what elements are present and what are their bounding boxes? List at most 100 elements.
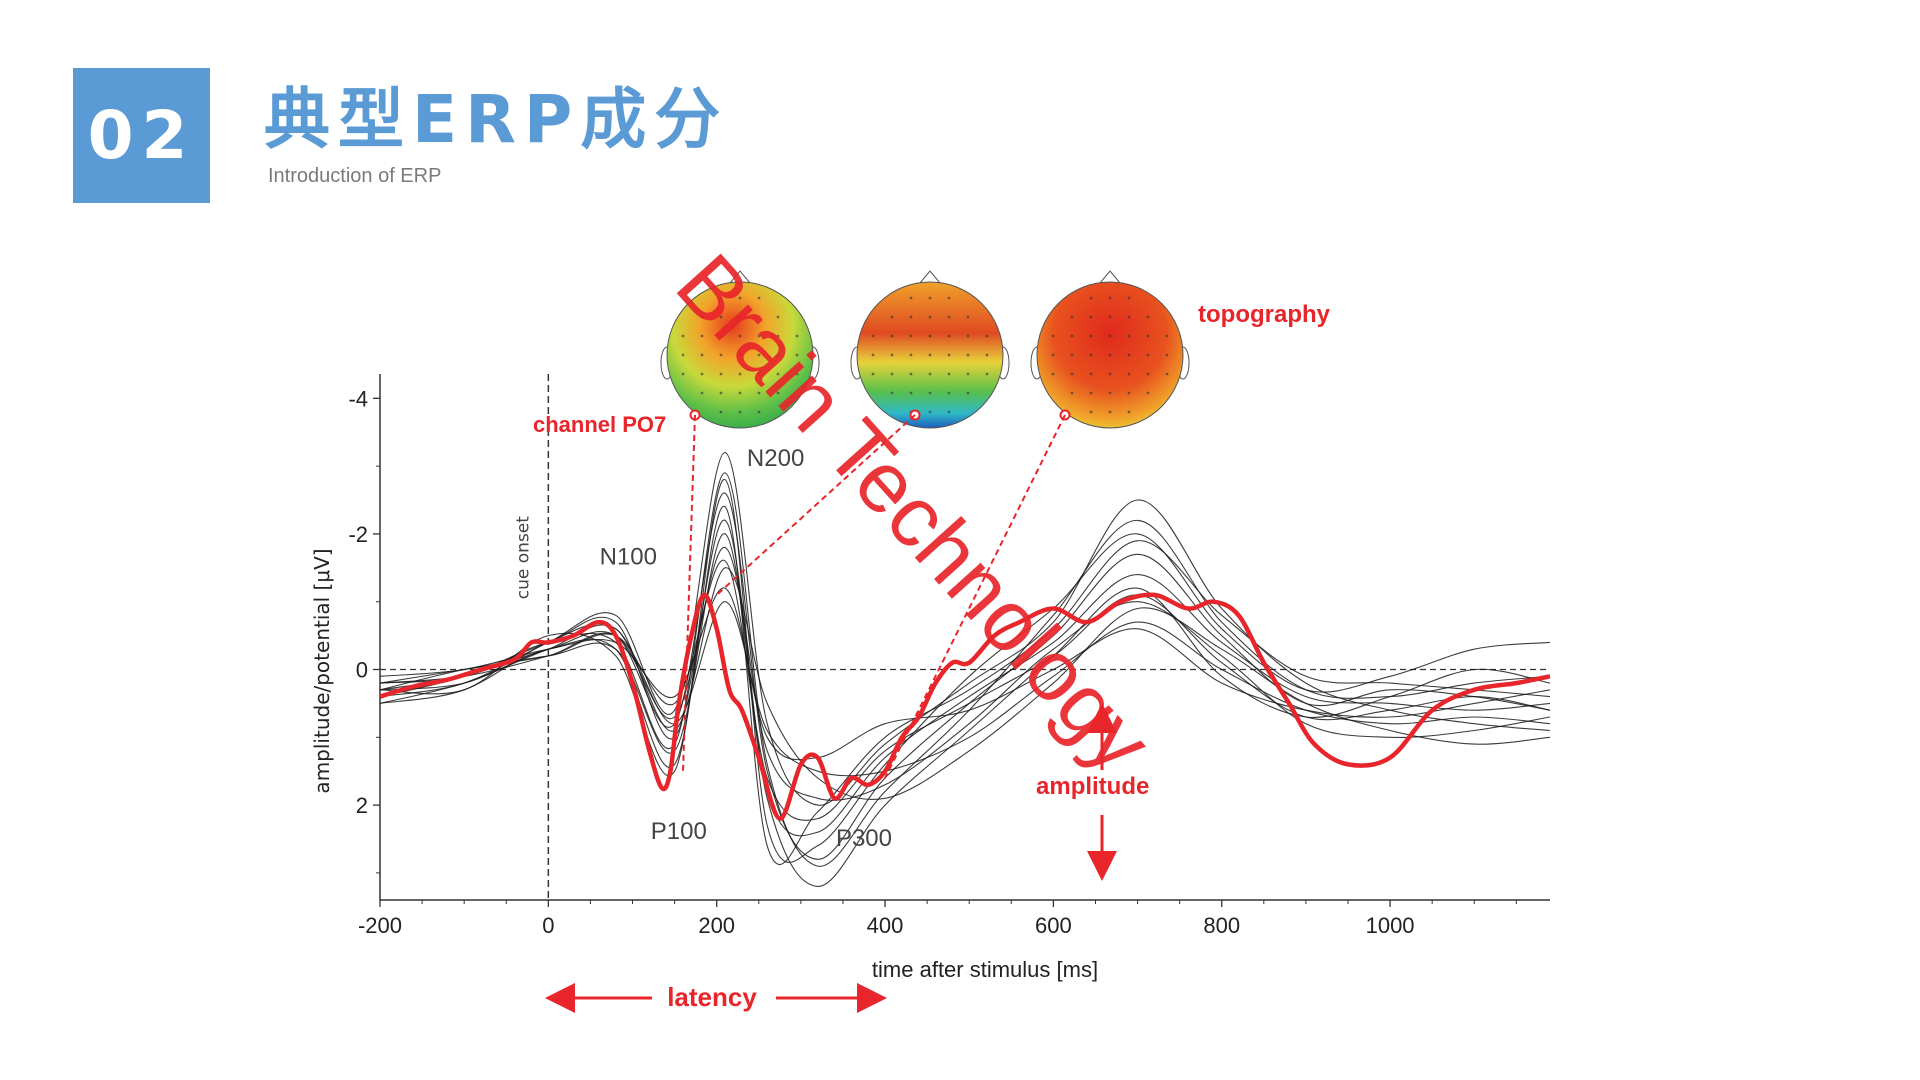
slide-title: 典型ERP成分 <box>264 81 729 158</box>
electrode-dot <box>738 391 742 395</box>
electrode-dot <box>795 334 799 338</box>
component-label: P300 <box>836 825 892 852</box>
electrode-dot <box>681 353 685 357</box>
x-tick-label: 0 <box>542 913 554 938</box>
electrode-dot <box>928 296 932 300</box>
electrode-dot <box>985 334 989 338</box>
topography-map <box>716 270 1010 596</box>
electrode-dot <box>1165 334 1169 338</box>
x-tick-label: 400 <box>867 913 904 938</box>
electrode-dot <box>928 372 932 376</box>
electrode-dot <box>681 334 685 338</box>
electrode-dot <box>947 315 951 319</box>
electrode-dot <box>890 334 894 338</box>
topography-label: topography <box>1198 301 1331 328</box>
electrode-dot <box>776 315 780 319</box>
amplitude-label: amplitude <box>1036 773 1149 800</box>
electrode-dot <box>1127 391 1131 395</box>
chart-annotations: N100 N200 P100 P300 channel PO7 topography amp… <box>533 301 1331 1013</box>
electrode-dot <box>966 315 970 319</box>
electrode-dot <box>871 334 875 338</box>
electrode-dot <box>947 296 951 300</box>
electrode-dot <box>966 334 970 338</box>
electrode-dot <box>909 334 913 338</box>
electrode-dot <box>1051 334 1055 338</box>
y-tick-label: -2 <box>348 522 368 547</box>
x-axis-label: time after stimulus [ms] <box>872 957 1098 982</box>
electrode-dot <box>1108 391 1112 395</box>
electrode-dot <box>757 410 761 414</box>
electrode-dot <box>909 391 913 395</box>
channel-label: channel PO7 <box>533 412 666 437</box>
electrode-dot <box>757 372 761 376</box>
electrode-dot <box>928 353 932 357</box>
erp-trace <box>380 587 1550 761</box>
electrode-dot <box>1051 372 1055 376</box>
electrode-dot <box>719 410 723 414</box>
x-tick-label: 600 <box>1035 913 1072 938</box>
electrode-dot <box>909 296 913 300</box>
topography-link-line <box>682 414 696 772</box>
electrode-dot <box>1070 315 1074 319</box>
x-tick-label: 1000 <box>1366 913 1415 938</box>
electrode-dot <box>700 334 704 338</box>
electrode-dot <box>1108 296 1112 300</box>
electrode-dot <box>719 296 723 300</box>
electrode-dot <box>700 353 704 357</box>
x-tick-label: 800 <box>1203 913 1240 938</box>
electrode-dot <box>700 391 704 395</box>
electrode-dot <box>1146 353 1150 357</box>
electrode-dot <box>1089 334 1093 338</box>
electrode-dot <box>966 372 970 376</box>
electrode-dot <box>738 353 742 357</box>
electrode-dot <box>1127 296 1131 300</box>
electrode-dot <box>1146 315 1150 319</box>
electrode-dot <box>1127 372 1131 376</box>
electrode-dot <box>757 391 761 395</box>
electrode-dot <box>890 372 894 376</box>
electrode-dot <box>947 410 951 414</box>
topography-link-line <box>716 414 916 596</box>
latency-label: latency <box>667 982 757 1012</box>
electrode-dot <box>795 353 799 357</box>
erp-trace <box>380 519 1550 837</box>
x-tick-label: -200 <box>358 913 402 938</box>
electrode-dot <box>719 334 723 338</box>
electrode-dot <box>985 372 989 376</box>
component-label: P100 <box>651 818 707 845</box>
electrode-dot <box>985 353 989 357</box>
electrode-dot <box>700 315 704 319</box>
electrode-dot <box>757 334 761 338</box>
electrode-dot <box>928 410 932 414</box>
electrode-dot <box>1146 334 1150 338</box>
topography-map <box>884 270 1190 779</box>
electrode-dot <box>1051 353 1055 357</box>
electrode-dot <box>1146 391 1150 395</box>
electrode-dot <box>1108 353 1112 357</box>
highlighted-trace <box>380 592 1550 821</box>
electrode-dot <box>928 391 932 395</box>
electrode-dot <box>738 315 742 319</box>
electrode-dot <box>1127 334 1131 338</box>
topography-map <box>660 270 820 772</box>
electrode-dot <box>681 372 685 376</box>
electrode-dot <box>757 315 761 319</box>
electrode-dot <box>776 334 780 338</box>
y-axis-label: amplitude/potential [μV] <box>310 548 334 793</box>
chart-axes: -200 0 200 400 600 800 1000 -4 -2 0 2 time after st… <box>310 374 1550 982</box>
electrode-dot <box>1165 372 1169 376</box>
slide-subtitle: Introduction of ERP <box>268 165 442 187</box>
electrode-dot <box>1089 353 1093 357</box>
electrode-dot <box>719 391 723 395</box>
electrode-dot <box>909 315 913 319</box>
topography-link-line <box>884 414 1066 779</box>
electrode-dot <box>1108 334 1112 338</box>
electrode-dot <box>700 372 704 376</box>
electrode-dot <box>1070 334 1074 338</box>
electrode-dot <box>1127 410 1131 414</box>
electrode-dot <box>1108 410 1112 414</box>
electrode-dot <box>738 296 742 300</box>
electrode-dot <box>1089 410 1093 414</box>
electrode-dot <box>871 372 875 376</box>
electrode-dot <box>928 334 932 338</box>
